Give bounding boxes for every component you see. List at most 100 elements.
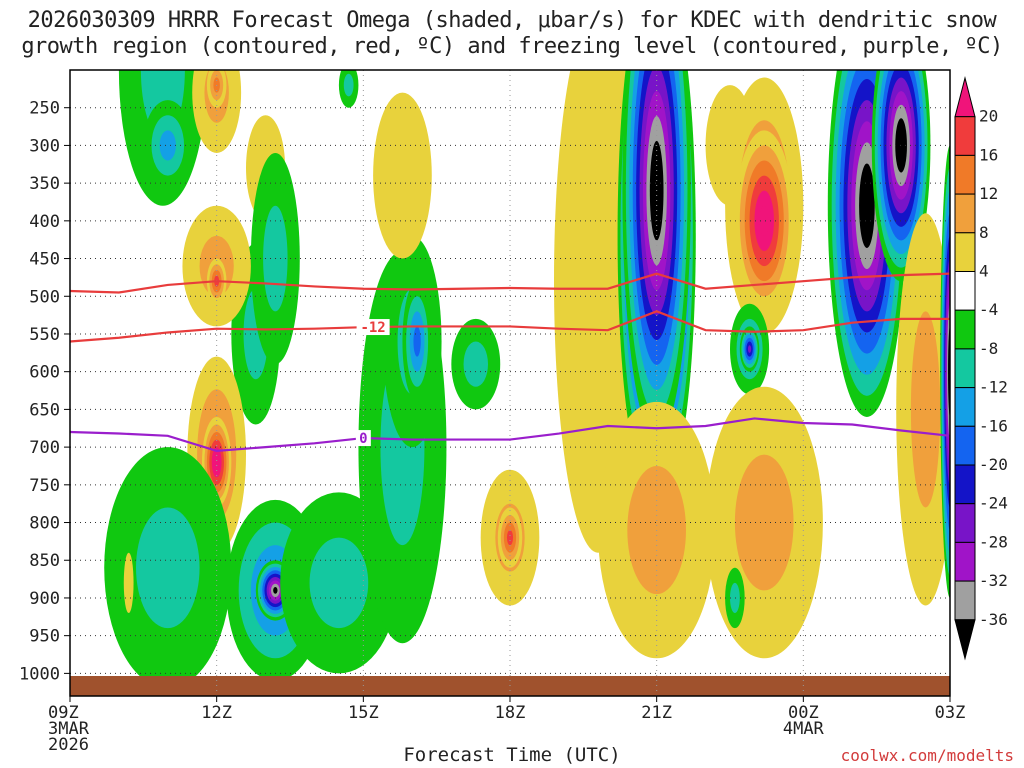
omega-field xyxy=(104,70,950,689)
y-tick-label: 300 xyxy=(29,136,60,156)
y-tick-label: 950 xyxy=(29,627,60,647)
omega-area-19 xyxy=(451,318,501,410)
colorbar-label: 12 xyxy=(979,184,998,203)
chart-title-line1: 2026030309 HRRR Forecast Omega (shaded, … xyxy=(27,8,997,33)
omega-area-42 xyxy=(725,567,745,629)
omega-area-34 xyxy=(739,326,760,372)
y-tick-label: 500 xyxy=(29,287,60,307)
contour--12 xyxy=(70,310,950,343)
colorbar-label: -32 xyxy=(979,571,1008,590)
colorbar-bin xyxy=(954,271,976,311)
omega-area-1 xyxy=(143,100,193,191)
omega-level--8 xyxy=(730,582,740,614)
y-tick-label: 250 xyxy=(29,99,60,119)
omega-level-16 xyxy=(506,530,514,546)
colorbar-bin xyxy=(954,503,976,543)
colorbar-label: -28 xyxy=(979,532,1008,551)
colorbar-bin xyxy=(954,425,976,466)
omega-level--12 xyxy=(159,130,176,161)
colorbar-bin xyxy=(954,580,976,621)
chart-title-line2: growth region (contoured, red, ºC) and f… xyxy=(21,34,1003,59)
y-tick-label: 800 xyxy=(29,514,60,534)
omega-level-4 xyxy=(123,552,134,614)
contour-label-bg--12 xyxy=(356,319,390,336)
colorbar-label: -24 xyxy=(979,494,1008,513)
y-tick-label: 400 xyxy=(29,212,60,232)
colorbar-label: 16 xyxy=(979,145,998,164)
colorbar-bin xyxy=(954,76,976,118)
omega-level--8 xyxy=(309,537,369,629)
omega-level--40 xyxy=(898,131,905,159)
colorbar-bin xyxy=(954,154,976,195)
colorbar-bin xyxy=(954,309,976,350)
omega-level--36 xyxy=(273,587,278,594)
y-tick-label: 900 xyxy=(29,589,60,609)
y-tick-label: 350 xyxy=(29,174,60,194)
omega-level--16 xyxy=(413,326,421,357)
y-tick-label: 750 xyxy=(29,476,60,496)
omega-level-24 xyxy=(214,454,220,470)
x-tick-label: 15Z xyxy=(348,703,379,723)
x-tick-label: 18Z xyxy=(495,703,526,723)
x-tick-label: 3MAR xyxy=(48,719,90,739)
colorbar-label: -36 xyxy=(979,610,1008,629)
grid-lines xyxy=(70,70,950,696)
colorbar-label: 8 xyxy=(979,223,989,242)
omega-level--8 xyxy=(343,73,354,97)
colorbar-label: -4 xyxy=(979,300,998,319)
x-tick-label: 00Z xyxy=(788,703,819,723)
contour-label--12: -12 xyxy=(360,320,385,336)
colorbar-bin xyxy=(954,387,976,427)
y-tick-label: 700 xyxy=(29,438,60,458)
contour-label-bg-0 xyxy=(355,430,371,447)
colorbar-label: 20 xyxy=(979,107,998,126)
omega-level--40 xyxy=(862,184,871,227)
omega-area-40 xyxy=(896,213,950,606)
colorbar: 20 16 12 8 4 -4 -8 -12 -16 -20 -24 -28 -32 -36 xyxy=(954,76,1008,661)
y-tick-label: 450 xyxy=(29,250,60,270)
contour--15 xyxy=(70,272,950,294)
omega-area-22 xyxy=(338,70,359,108)
omega-area-23 xyxy=(123,552,134,614)
temperature-contours: -12 0 xyxy=(70,272,950,452)
omega-level-8 xyxy=(734,454,794,591)
colorbar-bin xyxy=(954,619,976,661)
colorbar-label: 4 xyxy=(979,262,989,281)
colorbar-label: -20 xyxy=(979,455,1008,474)
colorbar-bin xyxy=(954,541,976,582)
colorbar-bin xyxy=(954,193,976,234)
y-tick-label: 850 xyxy=(29,551,60,571)
omega-level-4 xyxy=(373,92,432,259)
y-tick-label: 1000 xyxy=(19,664,60,684)
x-tick-label: 03Z xyxy=(935,703,966,723)
x-tick-label: 09Z xyxy=(48,703,79,723)
credit-link[interactable]: coolwx.com/modelts xyxy=(840,746,1014,765)
omega-area-17 xyxy=(402,281,432,402)
colorbar-bin xyxy=(954,116,976,156)
x-tick-label: 2026 xyxy=(48,735,89,755)
colorbar-bin xyxy=(954,348,976,389)
omega-level-24 xyxy=(759,205,770,236)
contour-0 xyxy=(70,417,950,452)
omega-level--8 xyxy=(136,507,200,629)
omega-level--8 xyxy=(463,341,488,387)
y-tick-label: 650 xyxy=(29,400,60,420)
colorbar-label: -8 xyxy=(979,339,998,358)
x-axis-label: Forecast Time (UTC) xyxy=(403,744,621,766)
contour-label-0: 0 xyxy=(359,431,367,447)
colorbar-label: -12 xyxy=(979,378,1008,397)
omega-area-10 xyxy=(202,416,232,508)
omega-area-11 xyxy=(104,447,232,689)
x-tick-label: 12Z xyxy=(201,703,232,723)
x-tick-label: 4MAR xyxy=(783,719,825,739)
y-tick-label: 600 xyxy=(29,363,60,383)
y-tick-label: 550 xyxy=(29,325,60,345)
x-tick-label: 21Z xyxy=(641,703,672,723)
colorbar-bin xyxy=(954,464,976,505)
colorbar-bin xyxy=(954,232,976,273)
omega-area-32 xyxy=(734,130,794,312)
omega-area-27 xyxy=(622,70,691,440)
omega-area-18 xyxy=(373,92,432,259)
omega-level--24 xyxy=(747,345,752,353)
